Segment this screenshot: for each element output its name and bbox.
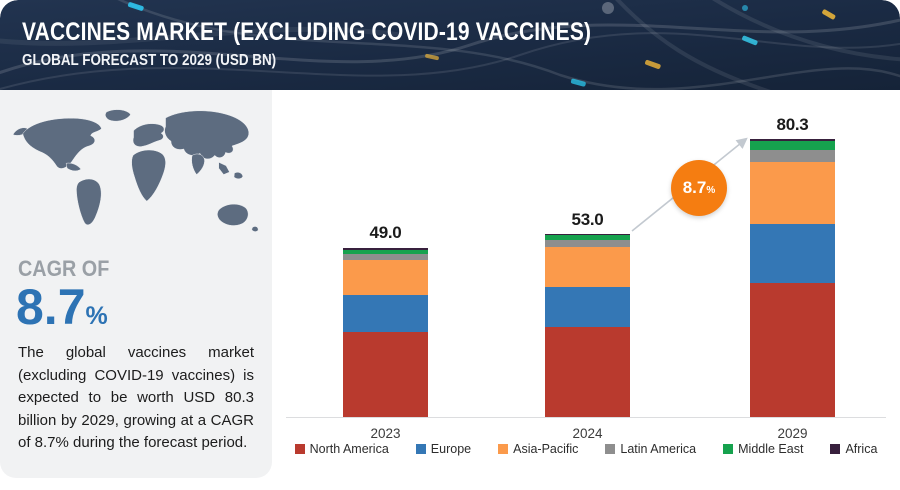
legend-item-middle-east: Middle East (723, 442, 803, 456)
cagr-label: CAGR OF (18, 256, 110, 281)
bar-segment-europe-2029 (750, 223, 835, 284)
legend-item-asia-pacific: Asia-Pacific (498, 442, 578, 456)
cagr-number: 8.7 (16, 279, 86, 335)
page-title: VACCINES MARKET (EXCLUDING COVID-19 VACC… (22, 18, 592, 46)
bar-total-label-2023: 49.0 (369, 223, 402, 243)
cagr-bubble-unit: % (706, 184, 716, 196)
cagr-percent-sign: % (85, 302, 108, 330)
legend-label-latin-america: Latin America (620, 442, 697, 456)
cagr-value: 8.7% (16, 278, 108, 336)
bar-total-label-2029: 80.3 (776, 115, 809, 135)
bar-segment-north-america-2029 (750, 283, 835, 417)
bar-segment-middle-east-2029 (750, 140, 835, 150)
bar-segment-latin-america-2029 (750, 149, 835, 162)
legend-label-europe: Europe (430, 442, 472, 456)
legend-item-latin-america: Latin America (605, 442, 696, 456)
header-banner: VACCINES MARKET (EXCLUDING COVID-19 VACC… (0, 0, 900, 90)
legend-label-middle-east: Middle East (738, 442, 804, 456)
bar-segment-africa-2024 (545, 233, 630, 235)
stacked-bar-chart: 49.0 2023 53.0 2024 80.3 2029 8.7 % North Ame… (272, 90, 900, 490)
legend-item-north-america: North America (294, 442, 389, 456)
legend-swatch-north-america (294, 444, 305, 454)
bar-segment-north-america-2024 (545, 327, 630, 417)
cagr-bubble-value: 8.7 (682, 178, 707, 197)
header-network-decoration (0, 0, 900, 90)
bar-2029 (750, 139, 835, 417)
legend-swatch-asia-pacific (498, 444, 509, 454)
x-axis-label-2023: 2023 (370, 426, 401, 441)
legend-swatch-middle-east (723, 444, 734, 454)
bar-segment-asia-pacific-2023 (343, 259, 428, 295)
bar-segment-africa-2029 (750, 139, 835, 141)
world-map (8, 102, 264, 254)
legend-swatch-africa (830, 444, 841, 454)
legend-swatch-latin-america (605, 444, 616, 454)
bar-segment-europe-2023 (343, 294, 428, 333)
bar-segment-europe-2024 (545, 286, 630, 328)
chart-legend: North America Europe Asia-Pacific Latin Ame… (272, 442, 900, 456)
bar-segment-middle-east-2024 (545, 234, 630, 241)
bar-segment-middle-east-2023 (343, 250, 428, 255)
bar-segment-africa-2023 (343, 247, 428, 251)
bar-segment-asia-pacific-2029 (750, 161, 835, 224)
bar-2023 (343, 247, 428, 417)
x-axis-line (286, 417, 886, 418)
bar-2024 (545, 233, 630, 417)
summary-panel: CAGR OF 8.7% The global vaccines market … (0, 90, 272, 478)
market-summary-text: The global vaccines market (excluding CO… (18, 344, 254, 451)
world-map-graphic (12, 109, 259, 232)
bar-total-label-2024: 53.0 (571, 209, 604, 229)
x-axis-label-2024: 2024 (572, 426, 603, 441)
cagr-annotation-bubble: 8.7 % (671, 160, 727, 216)
legend-item-europe: Europe (415, 442, 472, 456)
bar-segment-asia-pacific-2024 (545, 246, 630, 287)
page-subtitle: GLOBAL FORECAST TO 2029 (USD BN) (22, 52, 277, 69)
legend-swatch-europe (415, 444, 426, 454)
x-axis-label-2029: 2029 (777, 426, 808, 441)
legend-item-africa: Africa (830, 442, 877, 456)
legend-label-asia-pacific: Asia-Pacific (513, 442, 579, 456)
bar-segment-latin-america-2023 (343, 254, 428, 260)
legend-label-north-america: North America (309, 442, 389, 456)
bar-segment-north-america-2023 (343, 332, 428, 417)
bar-segment-latin-america-2024 (545, 240, 630, 247)
legend-label-africa: Africa (845, 442, 878, 456)
